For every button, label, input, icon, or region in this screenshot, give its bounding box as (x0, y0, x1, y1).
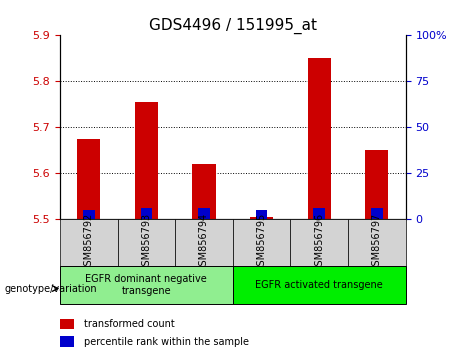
Bar (60, 336, 74, 347)
Bar (60, 319, 74, 329)
FancyBboxPatch shape (233, 219, 290, 266)
Bar (250, 217, 273, 219)
Text: GSM856796: GSM856796 (314, 213, 324, 272)
FancyBboxPatch shape (60, 266, 233, 304)
Bar (313, 209, 325, 219)
Bar (308, 58, 331, 219)
Title: GDS4496 / 151995_at: GDS4496 / 151995_at (149, 18, 317, 34)
Bar (83, 210, 95, 219)
Text: EGFR activated transgene: EGFR activated transgene (255, 280, 383, 290)
FancyBboxPatch shape (348, 219, 406, 266)
Bar (198, 209, 210, 219)
Bar (256, 210, 267, 219)
FancyBboxPatch shape (175, 219, 233, 266)
Bar (193, 164, 216, 219)
Text: GSM856792: GSM856792 (84, 213, 94, 272)
Text: EGFR dominant negative
transgene: EGFR dominant negative transgene (85, 274, 207, 296)
Text: transformed count: transformed count (84, 319, 175, 329)
FancyBboxPatch shape (290, 219, 348, 266)
Text: GSM856797: GSM856797 (372, 213, 382, 272)
FancyBboxPatch shape (233, 266, 406, 304)
Bar (135, 102, 158, 219)
Bar (141, 209, 152, 219)
Bar (365, 150, 388, 219)
Text: GSM856793: GSM856793 (142, 213, 151, 272)
Bar (77, 139, 100, 219)
Text: percentile rank within the sample: percentile rank within the sample (84, 337, 249, 347)
Text: genotype/variation: genotype/variation (5, 284, 97, 293)
Bar (371, 209, 383, 219)
FancyBboxPatch shape (60, 219, 118, 266)
Text: GSM856795: GSM856795 (257, 213, 266, 272)
Text: GSM856794: GSM856794 (199, 213, 209, 272)
FancyBboxPatch shape (118, 219, 175, 266)
